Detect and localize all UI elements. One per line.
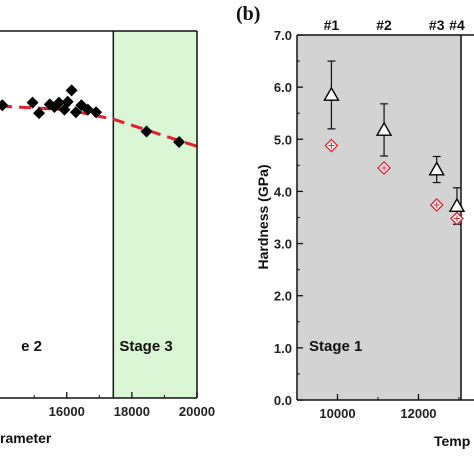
- sample-label: #2: [376, 17, 392, 33]
- region-label-stage-1: Stage 1: [309, 338, 362, 355]
- data-point-diamond: [173, 135, 186, 148]
- data-point-triangle: [428, 161, 445, 176]
- sample-label: #3: [429, 17, 445, 33]
- data-point-diamond: [140, 125, 153, 138]
- stage-region-1: [0, 31, 114, 398]
- y-tick-label: 7.0: [274, 28, 292, 43]
- data-point-diamond: [0, 99, 9, 112]
- panel-b: Stage 1 0.0 1.0 2.0 3.0 4.0 5.0 6.0 7.0 10000 1200…: [255, 17, 474, 449]
- x-tick-label: 20000: [179, 404, 215, 419]
- y-tick-label: 2.0: [274, 289, 292, 304]
- data-point-diamond: [33, 107, 46, 120]
- y-tick-label: 0.0: [274, 393, 292, 408]
- data-point-triangle: [448, 197, 466, 212]
- y-tick-label: 3.0: [274, 237, 292, 252]
- sample-label: #1: [324, 17, 340, 33]
- x-tick-label: 16000: [49, 404, 85, 419]
- panel-b-letter: (b): [236, 3, 260, 25]
- data-point-triangle: [323, 86, 340, 101]
- y-tick-label: 6.0: [274, 80, 292, 95]
- y-tick-label: 5.0: [274, 132, 292, 147]
- region-label-stage-2: e 2: [21, 338, 42, 355]
- stage-region-2: [113, 31, 197, 398]
- x-tick-label: 10000: [319, 406, 355, 421]
- x-tick-label: 12000: [400, 406, 436, 421]
- trend-line: [0, 104, 198, 148]
- data-point-diamond: [26, 96, 39, 109]
- data-point-diamond: [61, 95, 74, 108]
- stage-region-1: [297, 35, 461, 400]
- x-axis-label: rameter: [0, 430, 52, 446]
- data-point-diamond: [90, 106, 103, 119]
- sample-label: #4: [449, 17, 465, 33]
- data-point-diamond: [69, 106, 82, 119]
- y-axis-label: Hardness (GPa): [255, 164, 271, 269]
- region-label-stage-3: Stage 3: [119, 338, 172, 355]
- data-point-diamond: [65, 84, 78, 97]
- data-point-triangle: [375, 121, 393, 136]
- x-tick-label: 18000: [114, 404, 150, 419]
- x-axis-label: Temp: [434, 433, 470, 449]
- y-tick-label: 1.0: [274, 341, 292, 356]
- data-point-diamond: [52, 96, 65, 109]
- y-tick-label: 4.0: [274, 184, 292, 199]
- panel-a: e 2 Stage 3 16000 18000 20000 rameter: [0, 30, 215, 446]
